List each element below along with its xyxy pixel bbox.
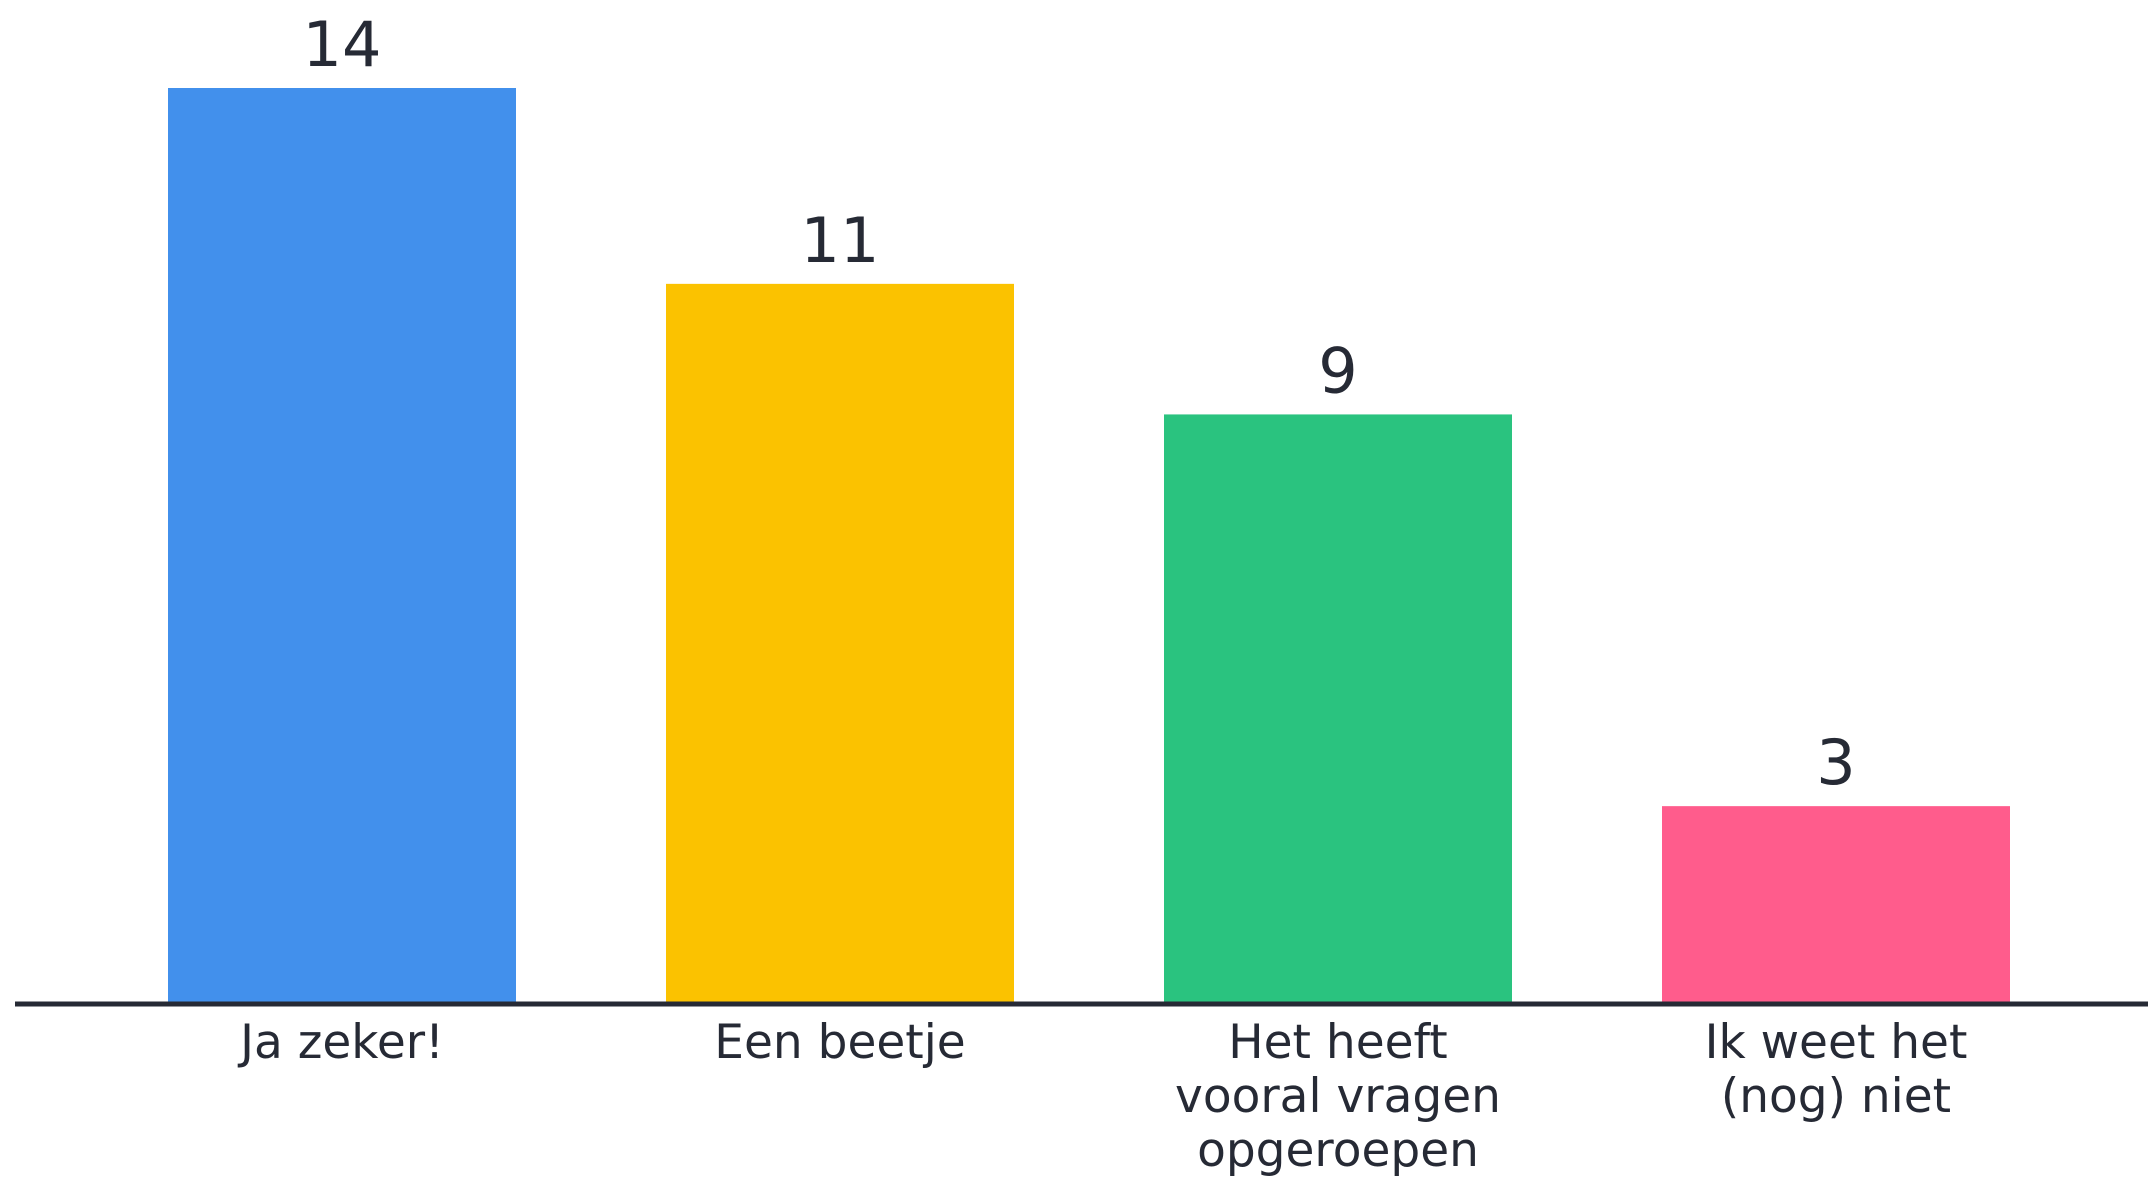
data-label-2: 11 (801, 204, 880, 277)
bars-group (168, 88, 2010, 1002)
data-label-3: 9 (1318, 334, 1357, 407)
data-label-1: 14 (303, 8, 382, 81)
value-labels-group: 14 11 9 3 (303, 8, 1856, 799)
category-label-line: opgeroepen (1197, 1123, 1479, 1178)
category-label-line: Het heeft (1228, 1015, 1447, 1070)
data-label-4: 3 (1816, 726, 1855, 799)
category-label-2: Een beetje (714, 1015, 965, 1070)
category-label-line: Ik weet het (1705, 1015, 1968, 1070)
category-label-4: Ik weet het (nog) niet (1705, 1015, 1968, 1124)
category-label-1: Ja zeker! (237, 1015, 444, 1070)
category-label-line: (nog) niet (1721, 1069, 1951, 1124)
bar-4 (1662, 806, 2010, 1002)
category-label-line: Een beetje (714, 1015, 965, 1070)
bar-2 (666, 283, 1014, 1002)
category-label-line: vooral vragen (1175, 1069, 1501, 1124)
category-label-line: Ja zeker! (237, 1015, 444, 1070)
category-label-3: Het heeft vooral vragen opgeroepen (1175, 1015, 1501, 1178)
bar-3 (1164, 414, 1512, 1002)
category-labels-group: Ja zeker! Een beetje Het heeft vooral vrage… (237, 1015, 1967, 1178)
bar-1 (168, 88, 516, 1002)
